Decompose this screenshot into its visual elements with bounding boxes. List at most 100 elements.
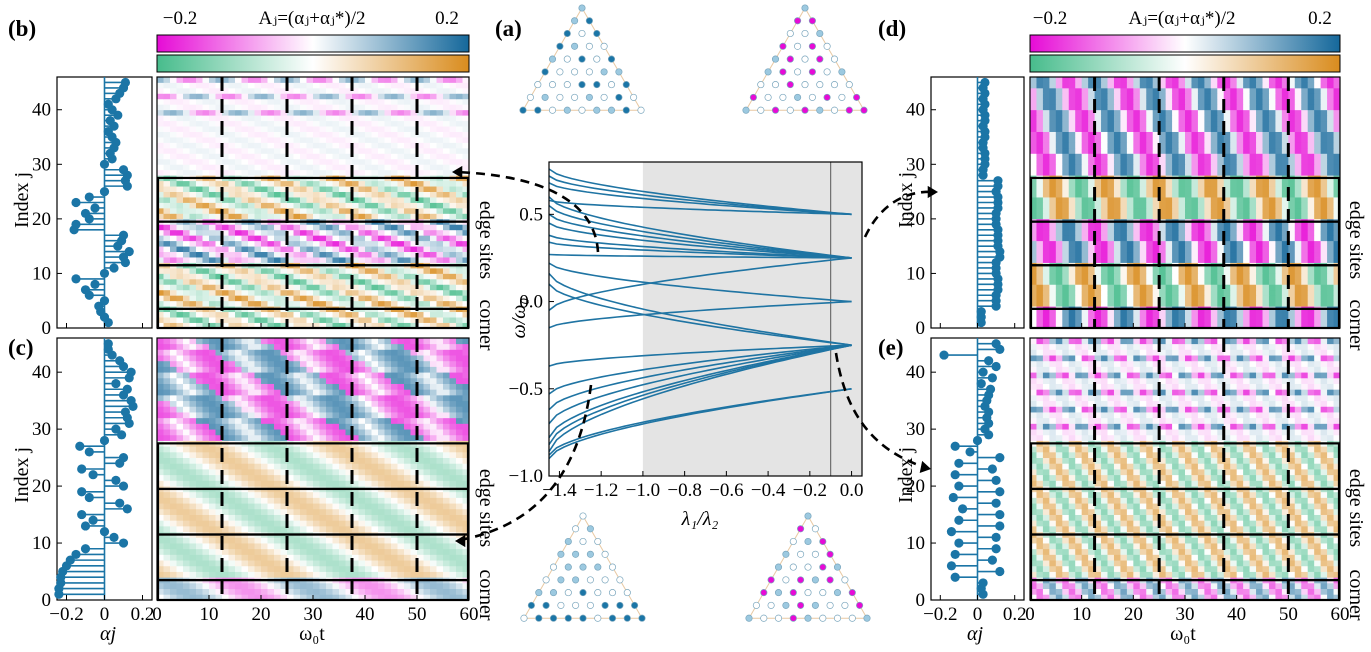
heatmap-cell [170, 525, 177, 533]
heatmap-cell [462, 142, 470, 149]
heatmap-cell [391, 406, 398, 413]
heatmap-cell [267, 164, 275, 171]
heatmap-cell [228, 372, 236, 379]
heatmap-cell [410, 548, 418, 555]
heatmap-cell [430, 93, 437, 100]
heatmap-cell [163, 429, 171, 436]
heatmap-cell [462, 87, 470, 94]
heatmap-cell [319, 278, 327, 285]
heatmap-cell [436, 588, 444, 595]
heatmap-cell [391, 372, 398, 379]
heatmap-cell [202, 554, 210, 561]
heatmap-cell [410, 338, 418, 345]
heatmap-cell [417, 300, 424, 307]
heatmap-cell [326, 349, 333, 356]
heatmap-cell [365, 520, 372, 527]
heatmap-cell [449, 322, 457, 329]
heatmap-cell [306, 224, 314, 231]
heatmap-cell [306, 338, 314, 345]
heatmap-cell [170, 180, 177, 187]
heatmap-cell [274, 360, 281, 367]
heatmap-cell [248, 355, 255, 362]
ytick-label: 40 [32, 100, 51, 121]
heatmap-cell [267, 594, 275, 601]
heatmap-cell [391, 508, 398, 515]
heatmap-cell [261, 180, 268, 187]
heatmap-cell [157, 514, 164, 521]
heatmap-cell [248, 104, 255, 111]
heatmap-cell [332, 412, 340, 419]
heatmap-cell [261, 582, 268, 590]
heatmap-cell [313, 560, 320, 567]
heatmap-cell [248, 343, 255, 350]
heatmap-cell [215, 565, 223, 572]
heatmap-cell [378, 93, 385, 100]
heatmap-cell [443, 594, 450, 601]
heatmap-cell [462, 284, 470, 291]
heatmap-cell [462, 317, 470, 323]
heatmap-cell [280, 400, 288, 407]
heatmap-cell [443, 394, 450, 402]
heatmap-cell [267, 120, 275, 127]
heatmap-cell [339, 98, 346, 105]
heatmap-cell [261, 417, 268, 424]
heatmap-cell [170, 508, 177, 515]
heatmap-cell [397, 104, 405, 111]
heatmap-cell [274, 273, 281, 280]
heatmap-cell [189, 137, 197, 143]
heatmap-cell [287, 503, 294, 510]
heatmap-cell [410, 109, 418, 116]
heatmap-cell [449, 289, 457, 296]
heatmap-cell [222, 186, 229, 192]
heatmap-cell [339, 417, 346, 424]
heatmap-cell [163, 104, 171, 111]
heatmap-cell [306, 273, 314, 280]
heatmap-cell [222, 197, 229, 203]
heatmap-cell [235, 514, 242, 521]
heatmap-cell [222, 180, 229, 187]
heatmap-cell [391, 503, 398, 510]
heatmap-cell [267, 142, 275, 149]
heatmap-cell [449, 412, 457, 419]
heatmap-cell [280, 594, 288, 601]
heatmap-cell [157, 400, 164, 407]
heatmap-cell [365, 525, 372, 533]
heatmap-cell [235, 338, 242, 345]
heatmap-cell [306, 257, 314, 263]
heatmap-cell [326, 126, 333, 132]
heatmap-cell [404, 115, 411, 122]
heatmap-cell [293, 240, 301, 247]
heatmap-cell [313, 115, 320, 122]
heatmap-cell [410, 273, 418, 280]
heatmap-cell [339, 273, 346, 280]
heatmap-cell [456, 246, 463, 253]
heatmap-cell [462, 213, 470, 220]
heatmap-cell [358, 560, 366, 567]
heatmap-cell [397, 423, 405, 430]
heatmap-cell [274, 142, 281, 149]
heatmap-cell [228, 246, 236, 253]
xtick-label: 20 [252, 604, 271, 625]
heatmap-cell [332, 417, 340, 424]
heatmap-cell [358, 571, 366, 578]
heatmap-cell [313, 446, 320, 453]
heatmap-cell [410, 240, 418, 247]
heatmap-cell [358, 311, 366, 318]
stem-marker [995, 566, 1005, 577]
heatmap-cell [293, 131, 301, 138]
heatmap-cell [163, 565, 171, 572]
heatmap-cell [176, 251, 184, 258]
heatmap-cell [410, 229, 418, 236]
heatmap-cell [287, 246, 294, 253]
heatmap-cell [241, 98, 249, 105]
heatmap-cell [163, 343, 171, 350]
heatmap-cell [371, 207, 379, 214]
heatmap-cell [378, 417, 385, 424]
heatmap-cell [404, 322, 411, 329]
heatmap-cell [443, 582, 450, 590]
heatmap-cell [358, 202, 366, 209]
heatmap-cell [228, 412, 236, 419]
heatmap-cell [352, 355, 359, 362]
heatmap-cell [404, 207, 411, 214]
heatmap-cell [345, 153, 353, 160]
